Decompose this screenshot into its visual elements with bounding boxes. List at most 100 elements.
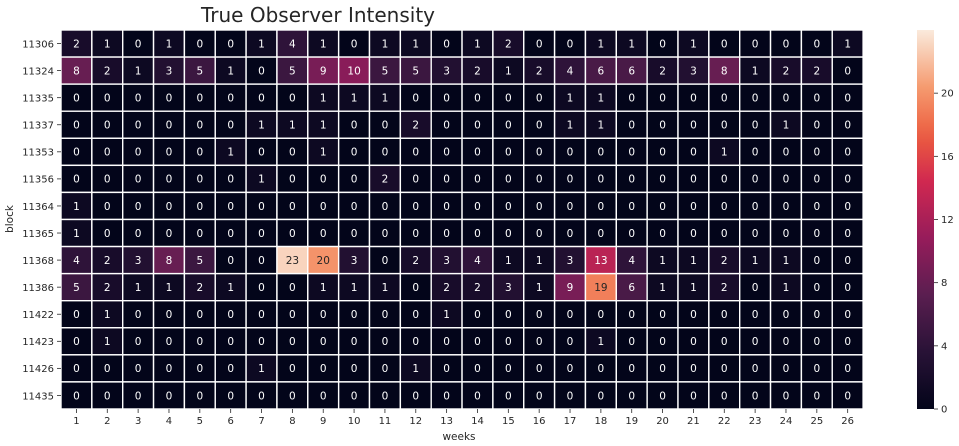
cell-value-label: 0 bbox=[536, 92, 543, 104]
cell-value-label: 0 bbox=[598, 228, 605, 240]
heatmap-cell bbox=[831, 218, 864, 248]
cell-value-label: 0 bbox=[752, 309, 759, 321]
heatmap-cell bbox=[523, 381, 556, 410]
cell-value-label: 0 bbox=[474, 174, 481, 186]
cell-value-label: 0 bbox=[227, 255, 234, 267]
cell-value-label: 0 bbox=[196, 147, 203, 159]
cell-value-label: 0 bbox=[474, 201, 481, 213]
cell-value-label: 0 bbox=[721, 201, 728, 213]
cell-value-label: 3 bbox=[690, 65, 697, 77]
cell-value-label: 0 bbox=[690, 92, 697, 104]
cell-value-label: 0 bbox=[227, 336, 234, 348]
cell-value-label: 3 bbox=[166, 65, 173, 77]
heatmap-cell bbox=[800, 110, 833, 139]
heatmap-cell bbox=[461, 83, 494, 112]
cell-value-label: 0 bbox=[752, 228, 759, 240]
cell-value-label: 1 bbox=[598, 92, 605, 104]
cell-value-label: 0 bbox=[135, 363, 142, 375]
cell-value-label: 1 bbox=[783, 282, 790, 294]
y-tick-label: 11422 bbox=[22, 310, 54, 321]
cell-value-label: 0 bbox=[844, 336, 851, 348]
cell-value-label: 0 bbox=[690, 228, 697, 240]
cell-value-label: 0 bbox=[505, 174, 512, 186]
cell-value-label: 0 bbox=[536, 38, 543, 50]
cell-value-label: 1 bbox=[690, 282, 697, 294]
cell-value-label: 0 bbox=[196, 309, 203, 321]
cell-value-label: 0 bbox=[844, 228, 851, 240]
cell-value-label: 0 bbox=[844, 363, 851, 375]
heatmap-cell bbox=[553, 218, 587, 248]
cell-value-label: 2 bbox=[783, 65, 790, 77]
heatmap-cell bbox=[492, 164, 525, 194]
cell-value-label: 10 bbox=[347, 65, 360, 77]
cell-value-label: 1 bbox=[783, 255, 790, 267]
cell-value-label: 0 bbox=[690, 363, 697, 375]
heatmap-cell bbox=[91, 354, 124, 383]
heatmap-cell bbox=[492, 218, 525, 248]
cell-value-label: 0 bbox=[320, 363, 327, 375]
cell-value-label: 2 bbox=[536, 65, 543, 77]
cell-value-label: 0 bbox=[320, 390, 327, 402]
heatmap-cell bbox=[646, 110, 679, 139]
cell-value-label: 0 bbox=[443, 147, 450, 159]
cell-value-label: 0 bbox=[73, 120, 80, 132]
cell-value-label: 0 bbox=[659, 309, 666, 321]
heatmap-cell bbox=[461, 218, 494, 248]
heatmap-cell bbox=[91, 272, 124, 302]
heatmap-cell bbox=[615, 110, 648, 139]
cell-value-label: 0 bbox=[474, 363, 481, 375]
cell-value-label: 1 bbox=[166, 282, 173, 294]
cell-value-label: 1 bbox=[135, 65, 142, 77]
heatmap-cell bbox=[769, 354, 803, 383]
cell-value-label: 0 bbox=[813, 147, 820, 159]
cell-value-label: 1 bbox=[598, 336, 605, 348]
cell-value-label: 0 bbox=[196, 363, 203, 375]
heatmap-cell bbox=[523, 83, 556, 112]
heatmap-cell bbox=[831, 272, 864, 302]
cell-value-label: 0 bbox=[382, 309, 389, 321]
heatmap-cell bbox=[769, 218, 803, 248]
y-tick-label: 11356 bbox=[22, 175, 54, 186]
cell-value-label: 0 bbox=[166, 147, 173, 159]
cell-value-label: 0 bbox=[628, 174, 635, 186]
cell-value-label: 0 bbox=[166, 390, 173, 402]
cell-value-label: 0 bbox=[382, 336, 389, 348]
heatmap-cell bbox=[615, 56, 648, 85]
heatmap-cell bbox=[337, 56, 371, 85]
heatmap-cell bbox=[646, 218, 679, 248]
heatmap-cell bbox=[121, 83, 155, 112]
y-tick-label: 11423 bbox=[22, 337, 54, 348]
cell-value-label: 0 bbox=[752, 147, 759, 159]
cell-value-label: 1 bbox=[474, 38, 481, 50]
cell-value-label: 0 bbox=[813, 390, 820, 402]
cell-value-label: 0 bbox=[196, 174, 203, 186]
heatmap-cell bbox=[553, 272, 587, 302]
cell-value-label: 0 bbox=[258, 228, 265, 240]
heatmap-cell bbox=[553, 245, 587, 275]
cell-value-label: 0 bbox=[505, 92, 512, 104]
cell-value-label: 0 bbox=[567, 390, 574, 402]
cell-value-label: 0 bbox=[813, 120, 820, 132]
heatmap-cell bbox=[152, 245, 186, 275]
cell-value-label: 0 bbox=[412, 92, 419, 104]
cell-value-label: 0 bbox=[628, 228, 635, 240]
cell-value-label: 0 bbox=[536, 363, 543, 375]
heatmap-cell bbox=[430, 327, 463, 356]
cell-value-label: 4 bbox=[628, 255, 635, 267]
cell-value-label: 0 bbox=[536, 174, 543, 186]
x-tick-label: 6 bbox=[227, 416, 233, 427]
cell-value-label: 0 bbox=[567, 174, 574, 186]
heatmap-cell bbox=[739, 381, 772, 410]
cell-value-label: 2 bbox=[196, 282, 203, 294]
cell-value-label: 0 bbox=[227, 228, 234, 240]
heatmap-cell bbox=[183, 327, 216, 356]
heatmap-cell bbox=[677, 354, 710, 383]
heatmap-cell bbox=[91, 327, 124, 356]
cell-value-label: 0 bbox=[844, 65, 851, 77]
cell-value-label: 1 bbox=[258, 174, 265, 186]
cell-value-label: 0 bbox=[382, 255, 389, 267]
cell-value-label: 0 bbox=[443, 228, 450, 240]
heatmap-cell bbox=[523, 137, 556, 167]
heatmap-cell bbox=[337, 354, 371, 383]
